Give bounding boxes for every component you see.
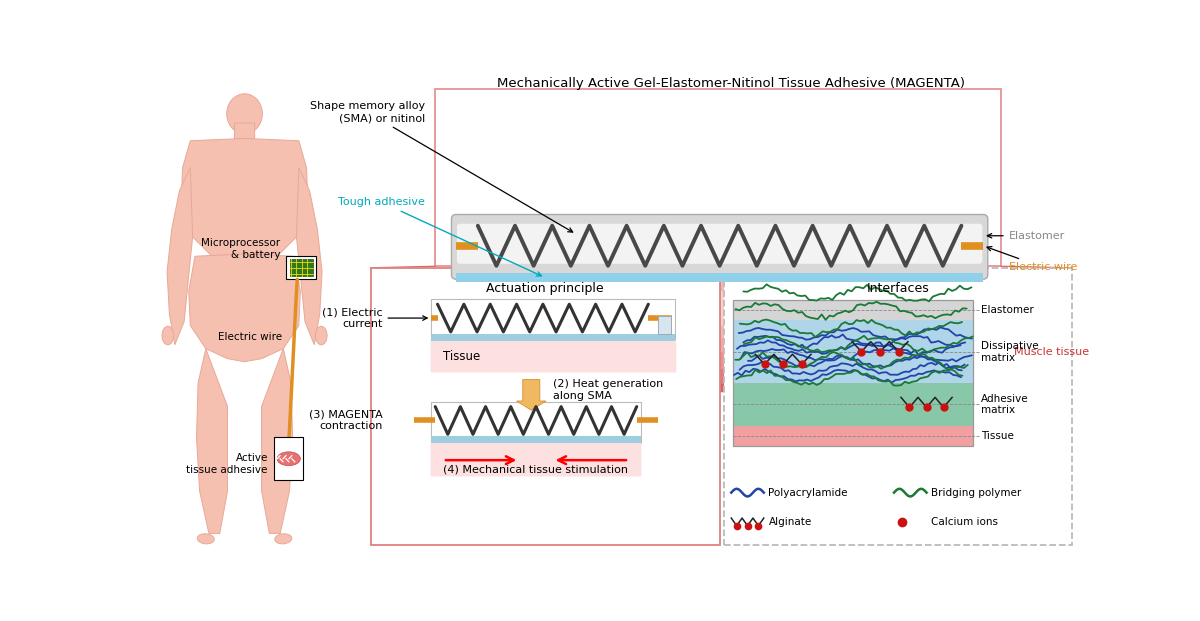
Bar	[659, 315, 671, 334]
Polygon shape	[167, 168, 193, 345]
Text: Electric wire: Electric wire	[988, 247, 1078, 272]
Bar	[431, 402, 641, 443]
Ellipse shape	[162, 326, 174, 345]
Text: (3) MAGENTA
contraction: (3) MAGENTA contraction	[308, 410, 383, 431]
FancyBboxPatch shape	[431, 443, 641, 476]
FancyBboxPatch shape	[457, 224, 983, 264]
Text: Bridging polymer: Bridging polymer	[931, 487, 1021, 497]
Bar	[456, 273, 983, 283]
Bar	[371, 268, 720, 545]
Bar	[733, 300, 973, 320]
Text: Tissue: Tissue	[980, 430, 1014, 441]
Text: Calcium ions: Calcium ions	[931, 517, 998, 527]
Bar	[431, 437, 641, 443]
Polygon shape	[181, 138, 308, 261]
Bar	[733, 320, 973, 383]
Text: Microprocessor
& battery: Microprocessor & battery	[202, 238, 281, 260]
Ellipse shape	[277, 452, 300, 466]
Polygon shape	[262, 348, 293, 533]
Bar	[431, 299, 676, 341]
FancyBboxPatch shape	[431, 340, 677, 373]
Text: Shape memory alloy
(SMA) or nitinol: Shape memory alloy (SMA) or nitinol	[310, 101, 572, 232]
Bar	[733, 383, 973, 425]
Text: Actuation principle: Actuation principle	[486, 282, 604, 294]
Ellipse shape	[316, 326, 328, 345]
Bar	[431, 334, 676, 341]
FancyArrow shape	[516, 379, 546, 410]
Text: Electric wire: Electric wire	[217, 332, 282, 342]
Text: Tough adhesive: Tough adhesive	[338, 197, 541, 276]
Bar	[724, 268, 1073, 545]
Text: Elastomer: Elastomer	[988, 231, 1064, 241]
Text: Tissue: Tissue	[443, 350, 480, 363]
Text: Dissipative
matrix: Dissipative matrix	[980, 341, 1038, 363]
Text: (1) Electric
current: (1) Electric current	[322, 307, 427, 329]
Text: (2) Heat generation
along SMA: (2) Heat generation along SMA	[553, 379, 664, 401]
Text: Adhesive
matrix: Adhesive matrix	[980, 394, 1028, 415]
Bar	[274, 437, 304, 479]
Ellipse shape	[227, 94, 263, 134]
Text: Elastomer: Elastomer	[980, 305, 1033, 315]
FancyBboxPatch shape	[451, 214, 988, 279]
Text: Muscle tissue: Muscle tissue	[1014, 348, 1090, 358]
Text: Polyacrylamide: Polyacrylamide	[768, 487, 848, 497]
FancyBboxPatch shape	[234, 123, 254, 142]
Polygon shape	[197, 348, 228, 533]
Bar	[289, 260, 313, 276]
Polygon shape	[188, 254, 300, 361]
Bar	[436, 89, 1001, 266]
Text: Alginate: Alginate	[768, 517, 811, 527]
Bar	[733, 300, 973, 446]
Bar	[287, 256, 316, 279]
Polygon shape	[296, 168, 322, 345]
Ellipse shape	[275, 534, 292, 544]
Ellipse shape	[197, 534, 215, 544]
Text: (4) Mechanical tissue stimulation: (4) Mechanical tissue stimulation	[444, 465, 629, 474]
Text: Mechanically Active Gel-Elastomer-Nitinol Tissue Adhesive (MAGENTA): Mechanically Active Gel-Elastomer-Nitino…	[497, 77, 965, 90]
Text: Active
tissue adhesive: Active tissue adhesive	[186, 453, 268, 475]
Text: Interfaces: Interfaces	[866, 282, 929, 294]
Bar	[733, 425, 973, 446]
